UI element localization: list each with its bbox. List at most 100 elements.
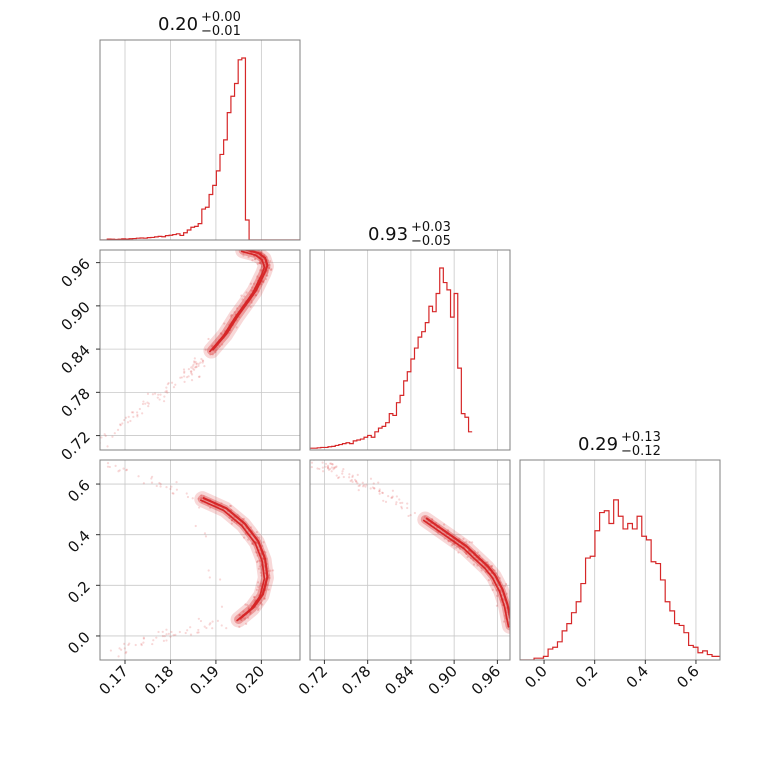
sample-point <box>197 628 200 632</box>
sample-point <box>157 630 160 634</box>
sample-point <box>332 466 336 469</box>
histogram-series-0 <box>100 57 300 240</box>
sample-point <box>183 375 186 378</box>
sample-point <box>258 262 261 265</box>
sample-point <box>364 485 367 488</box>
histogram-series-2 <box>520 499 720 660</box>
sample-point <box>355 480 358 483</box>
sample-point <box>209 622 212 625</box>
sample-point <box>166 383 169 386</box>
panel-title-minus: −0.01 <box>201 24 241 39</box>
scatter-panel-1-2 <box>309 459 513 661</box>
sample-point <box>247 607 250 610</box>
sample-point <box>431 517 434 521</box>
sample-point <box>351 480 354 483</box>
y-tick-label: 0.78 <box>57 384 93 420</box>
sample-point <box>93 437 95 439</box>
sample-point <box>193 361 196 364</box>
sample-point <box>498 577 501 580</box>
sample-point <box>220 624 223 627</box>
sample-point <box>199 497 202 500</box>
sample-point <box>259 602 262 605</box>
sample-point <box>175 488 178 491</box>
sample-point <box>348 476 351 479</box>
sample-point <box>259 269 262 272</box>
sample-point <box>162 639 165 642</box>
sample-point <box>155 484 158 488</box>
sample-point <box>356 482 359 485</box>
sample-point <box>211 344 214 347</box>
sample-point <box>220 605 224 608</box>
sample-point <box>341 472 344 475</box>
sample-point <box>478 554 481 557</box>
sample-point <box>269 268 273 272</box>
sample-point <box>269 260 272 263</box>
sample-point <box>238 613 242 617</box>
sample-point <box>170 485 173 488</box>
sample-point <box>324 462 328 465</box>
sample-point <box>140 642 143 646</box>
sample-point <box>263 597 266 600</box>
sample-point <box>373 487 376 490</box>
sample-point <box>245 291 248 294</box>
sample-point <box>199 619 203 623</box>
sample-point <box>246 604 249 607</box>
sample-point <box>261 603 264 606</box>
sample-point <box>233 520 236 523</box>
sample-point <box>136 415 139 418</box>
panel-title-median: 0.20 <box>158 14 198 35</box>
sample-point <box>336 476 340 480</box>
sample-point <box>384 500 388 503</box>
sample-point <box>471 541 474 544</box>
sample-point <box>157 393 160 396</box>
sample-point <box>197 375 201 378</box>
sample-point <box>169 487 172 491</box>
sample-point <box>184 631 187 635</box>
sample-point <box>487 579 490 582</box>
sample-point <box>391 489 394 492</box>
sample-point <box>247 606 250 609</box>
sample-point <box>373 487 376 490</box>
sample-point <box>341 470 344 473</box>
sample-point <box>209 353 212 356</box>
sample-point <box>318 467 321 471</box>
x-tick-label: 0.72 <box>295 662 331 698</box>
sample-point <box>159 483 162 486</box>
sample-point <box>187 368 190 371</box>
sample-point <box>251 542 254 546</box>
sample-point <box>211 353 214 356</box>
sample-point <box>390 496 394 499</box>
density-fill-outer <box>417 511 510 634</box>
sample-point <box>195 365 198 368</box>
sample-point <box>330 466 334 469</box>
sample-point <box>511 613 513 615</box>
y-tick-label: 0.2 <box>64 577 94 607</box>
sample-point <box>462 537 465 541</box>
sample-point <box>254 258 257 261</box>
sample-point <box>491 581 494 585</box>
sample-point <box>256 275 259 278</box>
sample-point <box>268 266 271 270</box>
histogram-panel-0: 0.20 +0.00−0.01 <box>99 10 301 241</box>
sample-point <box>256 608 260 612</box>
sample-point <box>249 305 252 308</box>
sample-point <box>228 504 232 507</box>
sample-point <box>251 542 254 545</box>
sample-point <box>266 271 269 274</box>
sample-point <box>407 514 410 518</box>
sample-point <box>215 349 218 352</box>
sample-point <box>241 298 244 301</box>
sample-point <box>106 445 109 448</box>
sample-point <box>164 390 167 393</box>
x-tick-label: 0.17 <box>95 662 131 698</box>
sample-point <box>223 322 226 325</box>
sample-point <box>259 582 262 585</box>
sample-point <box>195 362 198 366</box>
sample-point <box>476 564 479 567</box>
sample-point <box>342 468 345 471</box>
sample-point <box>159 393 162 396</box>
x-tick-label: 0.4 <box>623 662 653 692</box>
sample-point <box>240 618 243 622</box>
sample-point <box>372 482 375 485</box>
sample-point <box>326 464 330 467</box>
